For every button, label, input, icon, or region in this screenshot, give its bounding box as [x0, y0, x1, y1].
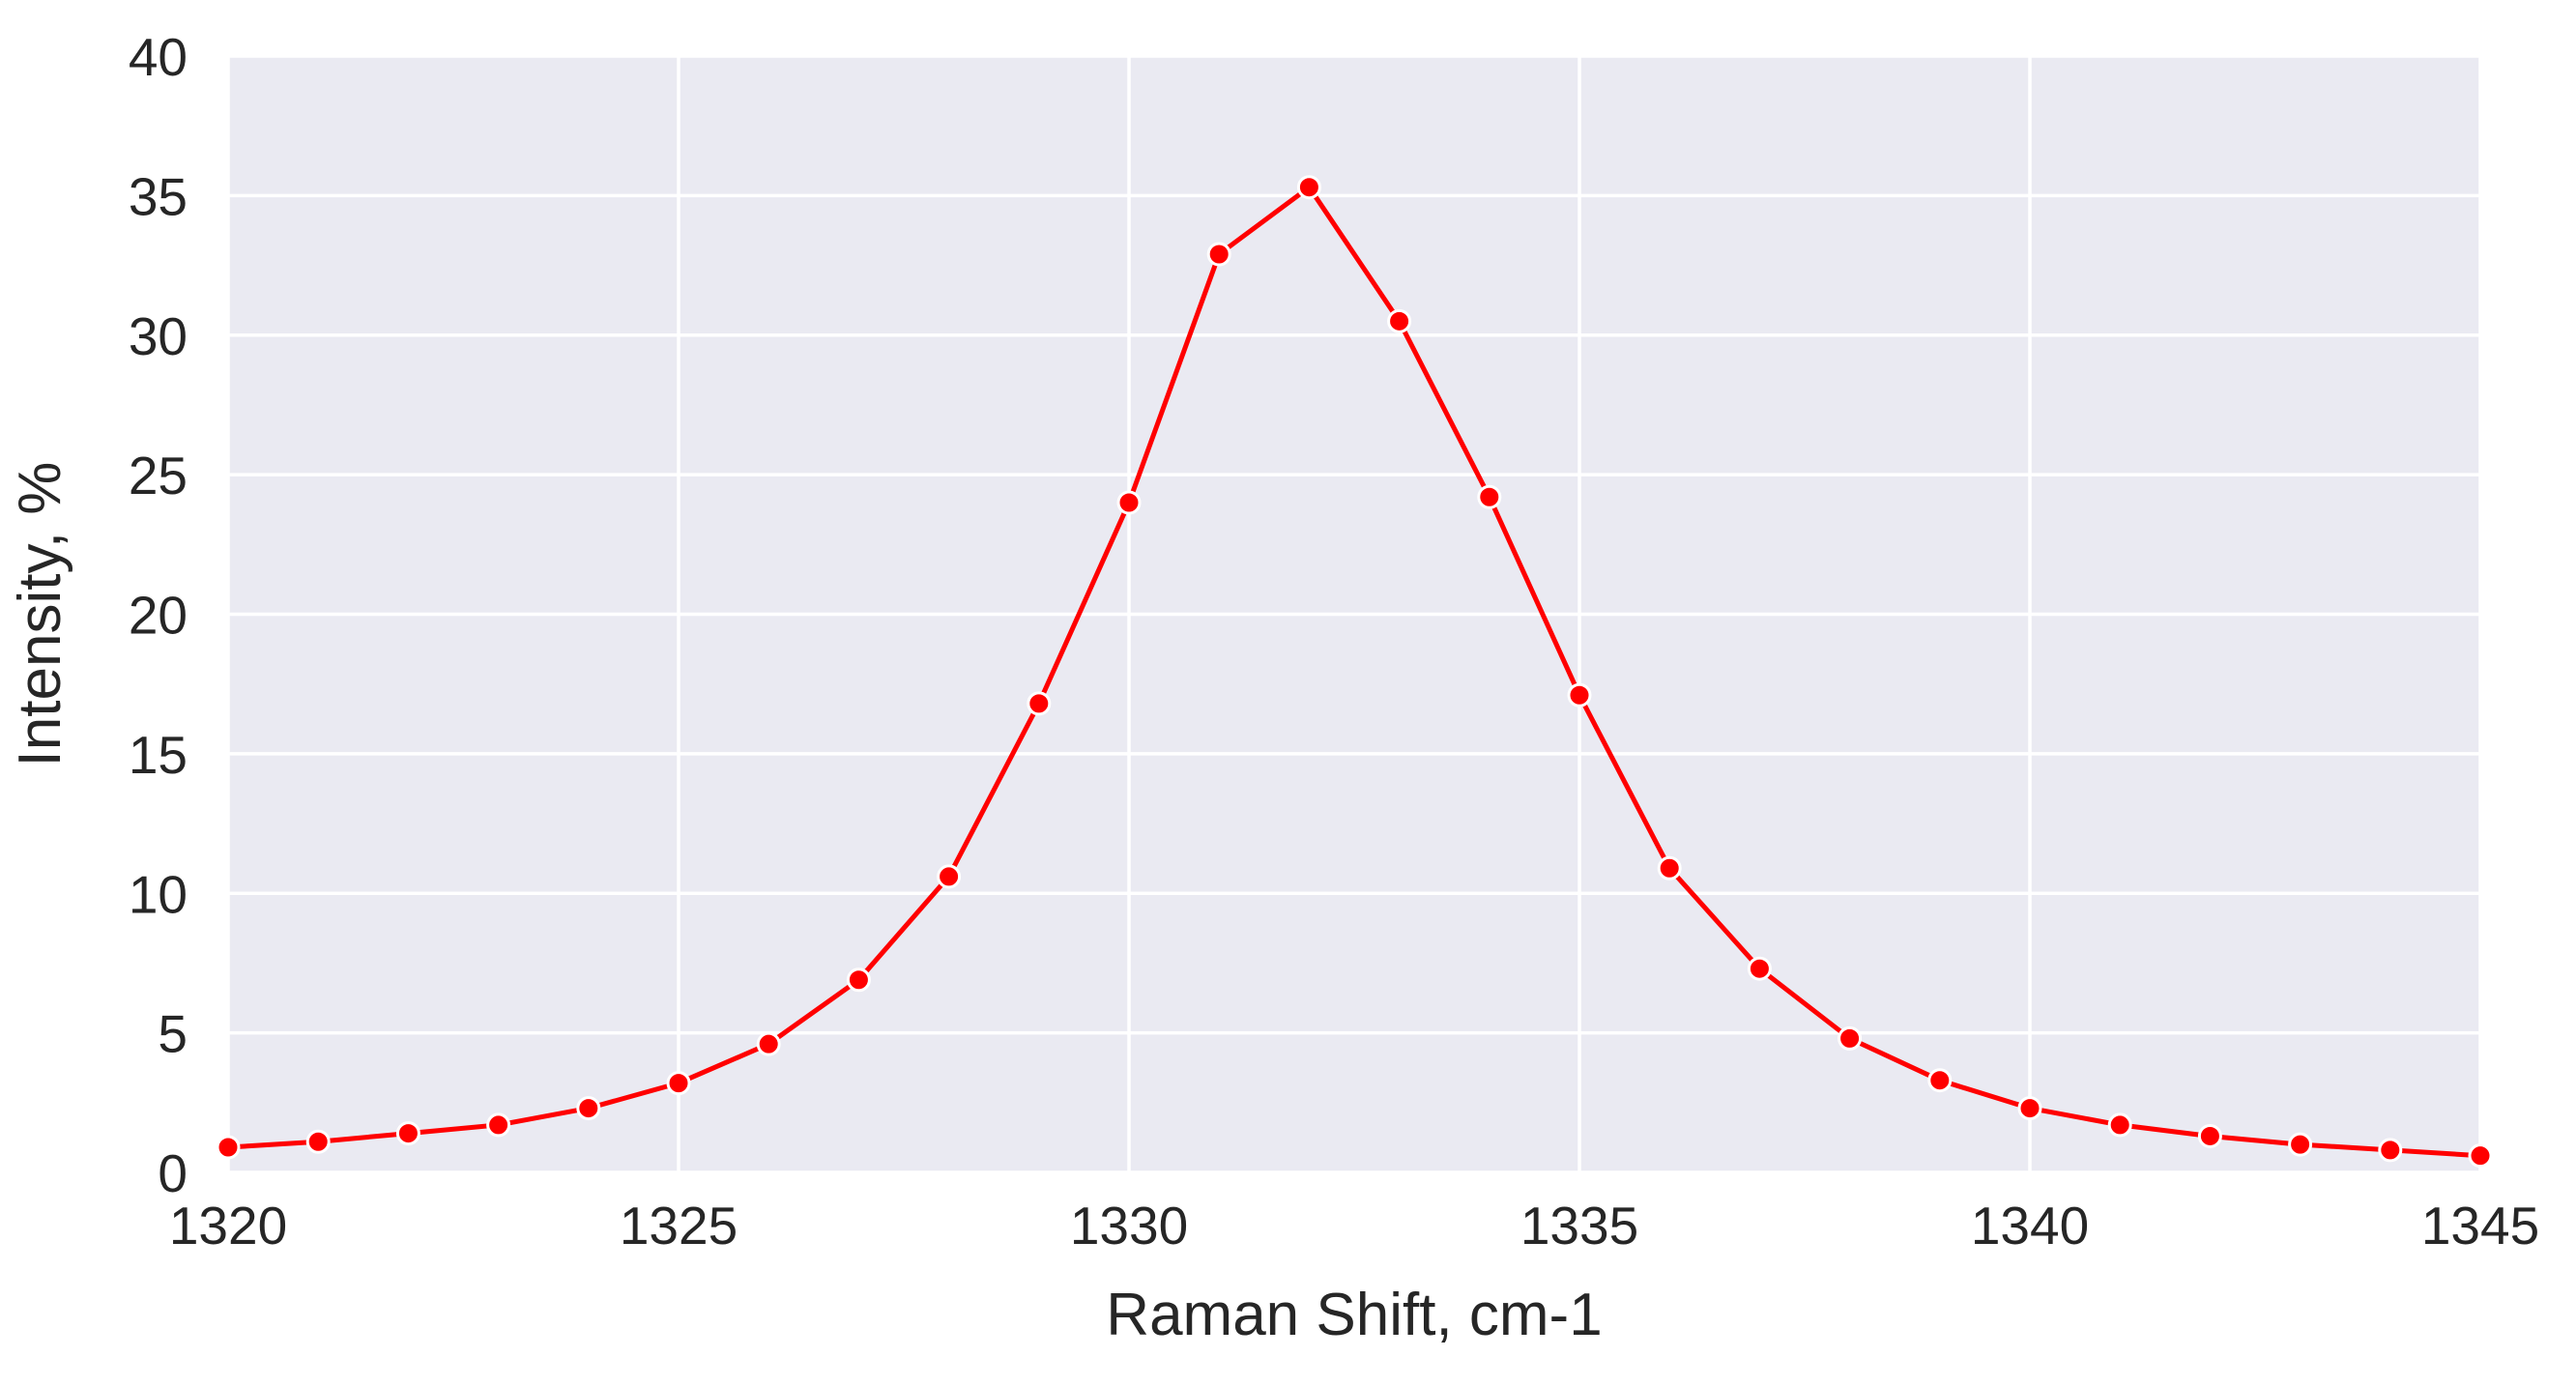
y-tick-label: 0	[158, 1143, 188, 1203]
data-point	[1027, 691, 1052, 716]
data-point	[1296, 175, 1321, 200]
data-point	[1387, 308, 1412, 333]
data-point	[1206, 242, 1231, 267]
data-point	[2468, 1143, 2493, 1169]
data-point	[1747, 956, 1772, 981]
data-point	[395, 1121, 420, 1146]
data-point	[486, 1112, 511, 1138]
data-point	[1567, 682, 1592, 707]
grid-lines	[226, 54, 2482, 1174]
data-point	[666, 1071, 691, 1096]
y-tick-label: 20	[129, 586, 188, 646]
series-markers	[216, 175, 2493, 1169]
y-tick-label: 5	[158, 1004, 188, 1064]
y-tick-label: 40	[129, 27, 188, 87]
data-point	[2197, 1123, 2222, 1148]
y-tick-label: 35	[129, 166, 188, 226]
data-point	[1477, 484, 1502, 509]
data-point	[756, 1031, 781, 1056]
y-tick-label: 10	[129, 864, 188, 924]
y-axis-label: Intensity, %	[7, 462, 73, 767]
y-tick-label: 15	[129, 725, 188, 785]
data-point	[216, 1135, 241, 1160]
x-tick-label: 1330	[1070, 1196, 1188, 1256]
x-axis-label: Raman Shift, cm-1	[1106, 1282, 1602, 1348]
series-line	[225, 185, 2483, 1159]
series-line-layer	[225, 185, 2483, 1159]
data-point	[937, 864, 962, 889]
x-tick-labels: 1320 1325 1330 1335 1340 1345	[169, 1196, 2539, 1256]
data-point	[1927, 1068, 1953, 1093]
data-point	[2017, 1096, 2042, 1121]
y-tick-label: 25	[129, 446, 188, 505]
data-point	[846, 967, 871, 993]
y-tick-label: 30	[129, 306, 188, 366]
x-tick-label: 1325	[620, 1196, 738, 1256]
data-point	[2107, 1112, 2132, 1138]
x-tick-label: 1320	[169, 1196, 287, 1256]
x-tick-label: 1340	[1971, 1196, 2089, 1256]
data-point	[1116, 490, 1142, 515]
data-point	[1657, 855, 1682, 881]
y-tick-labels: 0 5 10 15 20 25 30 35 40	[129, 27, 188, 1203]
data-point	[576, 1096, 601, 1121]
data-point	[2288, 1132, 2313, 1157]
data-point	[1838, 1025, 1863, 1051]
x-tick-label: 1345	[2421, 1196, 2539, 1256]
data-point	[305, 1129, 331, 1154]
data-point	[2378, 1138, 2403, 1163]
x-tick-label: 1335	[1520, 1196, 1638, 1256]
